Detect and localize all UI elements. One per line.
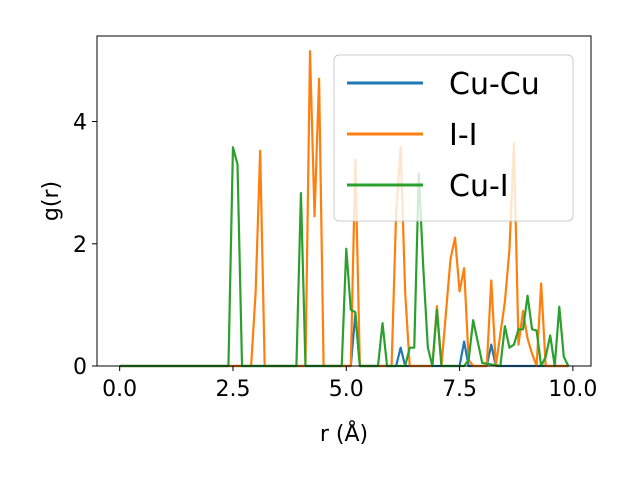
plot-frame	[96, 35, 592, 367]
y-tick-label: 4	[73, 111, 87, 136]
x-axis-ticks: 0.0 2.5 5.0 7.5 10.0	[102, 366, 597, 402]
x-tick-label: 7.5	[442, 377, 477, 402]
legend-box	[333, 54, 574, 222]
legend-label: Cu-I	[449, 169, 509, 204]
y-tick-label: 2	[73, 233, 87, 258]
y-axis-ticks: 0 2 4	[73, 111, 97, 380]
x-axis-label: r (Å)	[320, 420, 368, 447]
legend: Cu-Cu I-I Cu-I	[333, 54, 574, 222]
legend-label: I-I	[449, 118, 478, 153]
x-tick-label: 2.5	[215, 377, 250, 402]
y-tick-label: 0	[73, 355, 87, 380]
x-tick-label: 10.0	[548, 377, 597, 402]
x-tick-label: 0.0	[102, 377, 137, 402]
x-tick-label: 5.0	[329, 377, 364, 402]
y-axis-label: g(r)	[39, 181, 64, 221]
legend-label: Cu-Cu	[449, 67, 540, 102]
